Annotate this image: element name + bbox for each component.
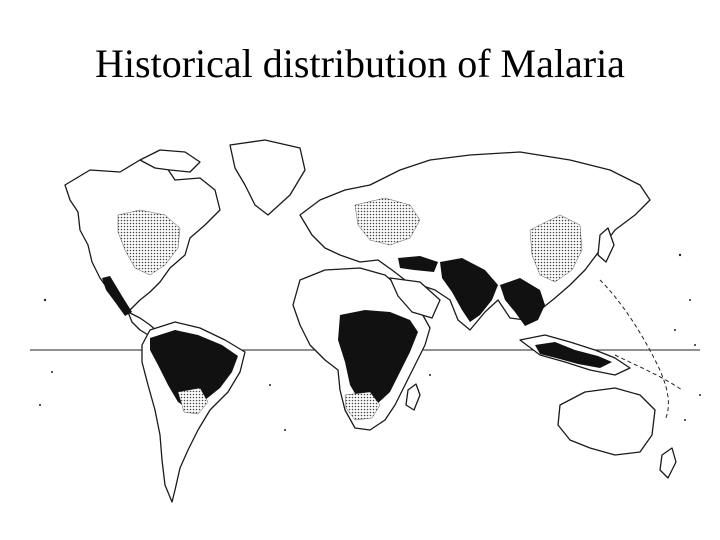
malaria-zone-subsaharan-africa: [338, 310, 418, 405]
landmass-new-zealand: [659, 447, 677, 479]
landmass-australia: [557, 387, 656, 456]
landmass-arctic-islands: [139, 149, 201, 173]
melanesia-dashed-boundary: [614, 354, 683, 391]
stipple-zone-europe: [354, 197, 421, 246]
landmass-madagascar: [405, 383, 421, 411]
landmass-eurasia: [299, 151, 651, 331]
stipple-zone-north-america: [117, 209, 181, 276]
malaria-zone-indonesia: [535, 342, 612, 368]
landmass-greenland: [229, 139, 306, 216]
landmass-japan: [597, 227, 615, 263]
slide-title: Historical distribution of Malaria: [95, 41, 625, 86]
malaria-zone-middle-east: [398, 256, 438, 272]
malaria-zone-india: [440, 258, 498, 322]
island-specks: [39, 253, 701, 431]
landmass-arabia: [389, 277, 441, 319]
stipple-zone-south-america-south: [177, 387, 209, 415]
stipple-zone-southern-africa: [344, 391, 381, 421]
stipple-zone-china: [529, 214, 583, 283]
world-malaria-map: [30, 139, 701, 503]
malaria-zone-amazon: [150, 330, 238, 410]
malaria-zone-central-america: [102, 276, 132, 316]
malaria-zone-southeast-asia: [500, 278, 545, 326]
